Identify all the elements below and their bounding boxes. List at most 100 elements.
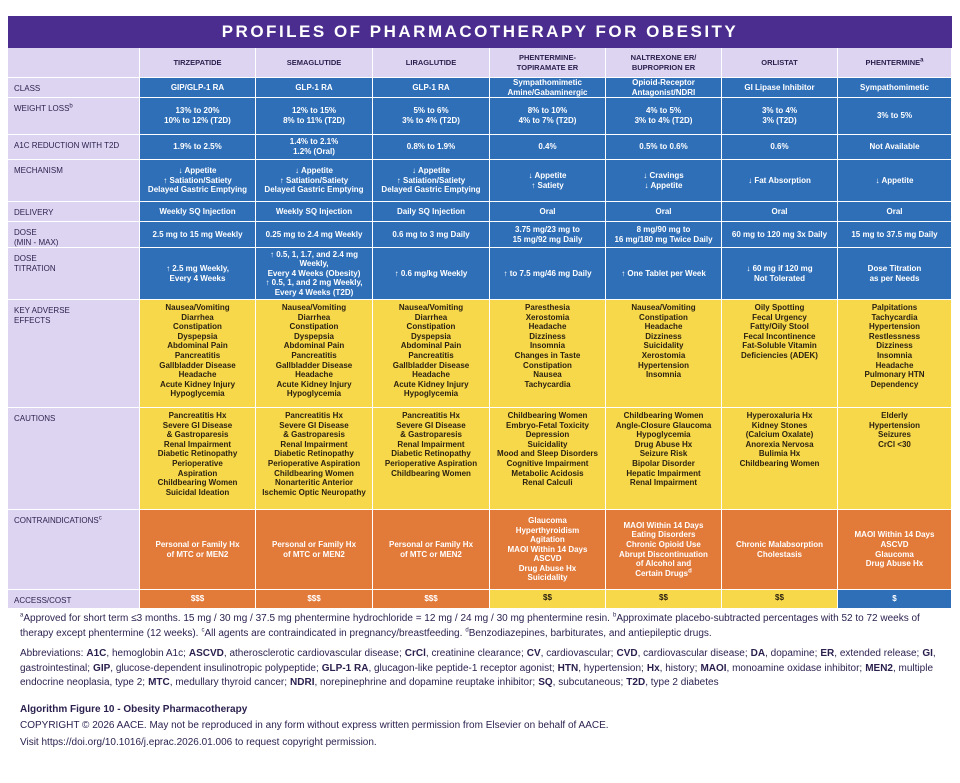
abbreviation-definition: , hemoglobin A1c; — [106, 648, 186, 659]
cell-line: Delayed Gastric Emptying — [147, 185, 248, 195]
row-label: MECHANISM — [8, 160, 140, 202]
abbreviation-definition: , cardiovascular disease; — [637, 648, 748, 659]
superscript: a — [920, 57, 924, 64]
cell-line: Dependency — [870, 379, 919, 389]
table-cell: ↓ Appetite ↑ Satiation/Satiety Delayed Gas… — [256, 160, 373, 202]
superscript: c — [98, 515, 102, 522]
cell-line: Delayed Gastric Emptying — [381, 185, 481, 195]
abbreviation-term: HTN — [557, 662, 579, 674]
cell-line: Dyspepsia — [293, 331, 335, 341]
abbreviation-definition: , glucose-dependent insulinotropic polyp… — [110, 662, 319, 674]
table-cell: $$$ — [140, 590, 256, 609]
header-text: PHENTERMINE — [865, 57, 921, 67]
cell-line: Sympathomimetic — [513, 78, 582, 87]
cell-line: Diabetic Retinopathy — [391, 449, 471, 459]
cell-line: Bipolar Disorder — [632, 458, 695, 468]
cell-line: Glaucoma — [875, 549, 914, 559]
cell-line: Kidney Stones — [751, 420, 808, 430]
table-cell: 13% to 20% 10% to 12% (T2D) — [140, 98, 256, 135]
cell-line: ↓ Appetite — [295, 166, 333, 176]
footnote-marker: c — [201, 627, 205, 634]
cell-line: Constipation — [406, 322, 456, 332]
cell-line: ↑ One Tablet per Week — [621, 268, 706, 278]
abbreviation-definition: , atherosclerotic cardiovascular disease… — [223, 648, 402, 659]
header-line: BUPROPRION ER — [632, 63, 695, 73]
cell-line: of MTC or MEN2 — [400, 549, 462, 559]
cell-line: Chronic Opioid Use — [626, 539, 701, 549]
cell-line: Renal Impairment — [163, 439, 232, 449]
cell-line: ↑ to 7.5 mg/46 mg Daily — [503, 268, 592, 278]
cell-line: GIP/GLP-1 RA — [170, 82, 225, 92]
table-cell: Oral — [838, 202, 952, 222]
table-cell: Opioid-Receptor Antagonist/NDRI — [606, 78, 722, 98]
label-line: (MIN - MAX) — [14, 238, 58, 247]
cell-line: Amine/Gabaminergic — [507, 87, 588, 97]
cell-line: Cognitive Impairment — [506, 458, 589, 468]
cell-line: Pancreatitis — [291, 350, 337, 360]
label-text: WEIGHT LOSS — [14, 104, 70, 113]
label-line: CLASS — [14, 84, 40, 94]
label-text: A1C REDUCTION WITH T2D — [14, 141, 120, 150]
cell-line: $$$ — [190, 594, 205, 604]
header-line: TOPIRAMATE ER — [517, 63, 578, 73]
column-header: PHENTERMINE- TOPIRAMATE ER — [490, 48, 606, 78]
cell-line: Dizziness — [529, 331, 566, 341]
abbreviation-term: MEN2 — [865, 662, 893, 674]
cell-line: Opioid-Receptor — [632, 78, 695, 87]
cell-line: Personal or Family Hx — [388, 539, 474, 549]
table-cell: 0.4% — [490, 135, 606, 160]
cell-line: Pancreatitis Hx — [285, 411, 343, 420]
table-cell: Oral — [606, 202, 722, 222]
label-line: DOSE — [14, 254, 37, 264]
table-cell: 15 mg to 37.5 mg Daily — [838, 222, 952, 248]
superscript: b — [69, 103, 73, 110]
row-label: CONTRAINDICATIONSc — [8, 510, 140, 590]
row-label: ACCESS/COST — [8, 590, 140, 609]
cell-line: 0.5% to 0.6% — [639, 142, 688, 152]
cell-line: ↓ Appetite — [528, 170, 567, 180]
abbreviation-term: CrCl — [404, 648, 426, 659]
cell-line: 5% to 6% — [413, 106, 449, 116]
abbreviation-term: MAOI — [700, 662, 727, 674]
column-header: ORLISTAT — [722, 48, 838, 78]
abbreviation-definition: , medullary thyroid cancer; — [169, 677, 288, 688]
cell-line: Nausea/Vomiting — [281, 303, 347, 312]
cell-line: ↑ 0.5, 1, and 2 mg Weekly, — [265, 278, 363, 288]
cell-line: Childbearing Women — [623, 411, 704, 420]
cell-line: Embryo-Fetal Toxicity — [506, 420, 589, 430]
cell-line: Perioperative Aspiration — [267, 458, 361, 468]
cell-line: Xerostomia — [525, 312, 570, 322]
footnote-text: Benzodiazepines, barbiturates, and antie… — [468, 627, 712, 639]
header-text: PHENTERMINE- — [518, 52, 577, 62]
abbreviation-term: MTC — [148, 677, 170, 688]
cell-line: Dyspepsia — [410, 331, 452, 341]
cell-line: Delayed Gastric Emptying — [264, 185, 364, 195]
table-cell: 5% to 6% 3% to 4% (T2D) — [373, 98, 490, 135]
figure-title: Algorithm Figure 10 - Obesity Pharmacoth… — [20, 703, 248, 715]
header-text: SEMAGLUTIDE — [286, 57, 342, 67]
table-cell: ↑ 0.5, 1, 1.7, and 2.4 mg Weekly, Every 4… — [256, 248, 373, 300]
label-text: KEY ADVERSE — [14, 306, 70, 315]
cell-line: 3% to 4% (T2D) — [634, 116, 693, 125]
row-label: WEIGHT LOSSb — [8, 98, 140, 135]
cell-line: Diarrhea — [414, 312, 448, 322]
abbreviation-definition: , type 2 diabetes — [645, 677, 719, 688]
cell-line: 1.9% to 2.5% — [173, 142, 222, 152]
abbreviation-term: A1C — [86, 648, 107, 659]
table-cell: 3% to 4% 3% (T2D) — [722, 98, 838, 135]
table-cell: ↓ Appetite ↑ Satiation/Satiety Delayed Gas… — [373, 160, 490, 202]
label-text: MECHANISM — [14, 166, 63, 175]
cell-line: Suicidality — [527, 573, 568, 583]
cell-line: Oral — [539, 206, 556, 216]
cell-line: CrCl <30 — [878, 439, 911, 449]
cell-line: Childbearing Women — [274, 468, 354, 478]
cell-line: 3.75 mg/23 mg to — [515, 224, 580, 234]
cell-line: Severe GI Disease — [396, 420, 466, 430]
abbreviation-definition: , multiple endocrine neoplasia, type 2; — [20, 662, 933, 689]
table-cell: ↑ to 7.5 mg/46 mg Daily — [490, 248, 606, 300]
table-cell: Oily Spotting Fecal Urgency Fatty/Oily Sto… — [722, 300, 838, 408]
cell-line: Hypoglycemia — [636, 430, 691, 440]
cell-line: Every 4 Weeks — [169, 273, 226, 283]
footnote-text: Approved for short term ≤3 months. 15 mg… — [23, 613, 610, 624]
cell-line: Anorexia Nervosa — [745, 439, 814, 449]
